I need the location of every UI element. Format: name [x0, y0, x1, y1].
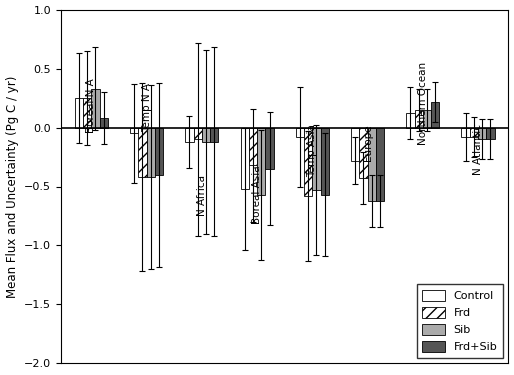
Text: Europe: Europe [362, 124, 373, 160]
Bar [83, 98, 91, 128]
Bar [313, 128, 321, 190]
Bar [431, 102, 439, 128]
Bar [296, 128, 304, 137]
Bar [75, 98, 83, 128]
Bar [130, 128, 138, 134]
Bar [321, 128, 329, 195]
Bar [368, 128, 376, 201]
Bar [202, 128, 210, 142]
Bar [138, 128, 146, 177]
Bar [241, 128, 249, 189]
Bar [185, 128, 194, 142]
Bar [249, 128, 257, 165]
Text: Temp Asia: Temp Asia [307, 124, 317, 177]
Bar [91, 88, 100, 128]
Text: Temp N A: Temp N A [141, 83, 152, 132]
Bar [146, 128, 155, 177]
Bar [486, 128, 494, 140]
Bar [351, 128, 359, 160]
Text: Boreal N A: Boreal N A [86, 79, 96, 134]
Bar [155, 128, 163, 175]
Bar [257, 128, 265, 195]
Bar [304, 128, 313, 196]
Bar [376, 128, 384, 201]
Text: Northern Ocean: Northern Ocean [418, 62, 428, 145]
Bar [462, 128, 470, 137]
Bar [100, 118, 108, 128]
Bar [265, 128, 273, 169]
Text: Boreal Asia: Boreal Asia [252, 166, 262, 224]
Bar [470, 128, 478, 137]
Bar [423, 110, 431, 128]
Bar [359, 128, 368, 178]
Text: N Atlantic: N Atlantic [473, 124, 483, 175]
Bar [210, 128, 218, 142]
Bar [414, 110, 423, 128]
Bar [194, 128, 202, 140]
Text: N Africa: N Africa [197, 175, 207, 216]
Legend: Control, Frd, Sib, Frd+Sib: Control, Frd, Sib, Frd+Sib [417, 284, 503, 358]
Bar [406, 113, 414, 128]
Y-axis label: Mean Flux and Uncertainty (Pg C / yr): Mean Flux and Uncertainty (Pg C / yr) [6, 75, 19, 298]
Bar [478, 128, 486, 140]
